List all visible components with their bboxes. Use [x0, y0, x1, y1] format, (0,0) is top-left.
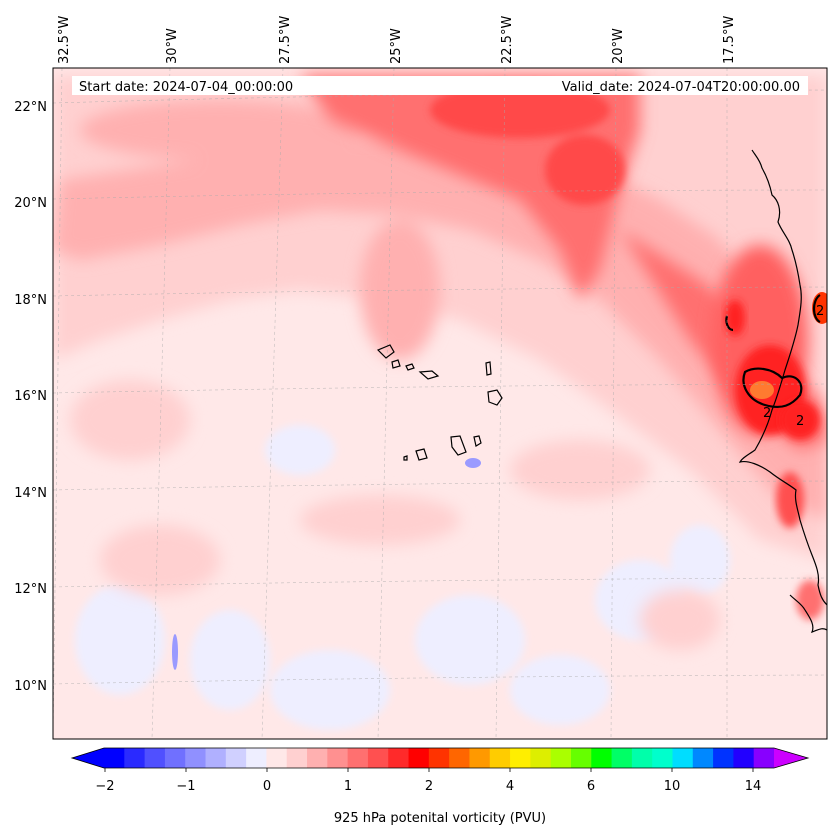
start-date-label: Start date: 2024-07-04_00:00:00 [79, 80, 293, 95]
contour-label: 2 [796, 414, 804, 429]
lat-label: 10°N [14, 679, 47, 694]
colorbar-cell [591, 748, 613, 768]
medium-pink-field [53, 100, 827, 520]
colorbar-cell [753, 748, 775, 768]
colorbar-tick-label: 1 [344, 779, 352, 794]
colorbar-tick-label: 6 [587, 779, 595, 794]
lon-label: 25°W [389, 28, 404, 64]
colorbar-cell [286, 748, 308, 768]
colorbar-cell [631, 748, 653, 768]
colorbar-cell [225, 748, 247, 768]
colorbar: −2 −1 0 1 2 4 6 10 14 925 hPa potenital … [70, 747, 810, 826]
contour-labels: 2 2 2 [763, 304, 824, 429]
lon-label: 20°W [611, 28, 626, 64]
colorbar-cell [388, 748, 410, 768]
colorbar-cell [408, 748, 430, 768]
lat-label: 12°N [14, 582, 47, 597]
colorbar-cell [489, 748, 511, 768]
lat-label: 14°N [14, 486, 47, 501]
latitude-labels: 22°N 20°N 18°N 16°N 14°N 12°N 10°N [14, 100, 47, 694]
colorbar-tick-label: 4 [506, 779, 514, 794]
map-panel: 2 2 2 [53, 68, 827, 739]
lat-label: 18°N [14, 293, 47, 308]
colorbar-tick-label: 0 [263, 779, 271, 794]
gridlines [53, 68, 827, 739]
colorbar-cell [164, 748, 186, 768]
longitude-labels: 32.5°W 30°W 27.5°W 25°W 22.5°W 20°W 17.5… [57, 16, 737, 64]
colorbar-ticks [104, 768, 754, 772]
colorbar-cell [530, 748, 552, 768]
colorbar-tick-label: 10 [664, 779, 681, 794]
colorbar-tick-label: −2 [95, 779, 114, 794]
lon-label: 30°W [165, 28, 180, 64]
colorbar-cell [124, 748, 146, 768]
colorbar-cells [104, 748, 775, 768]
lon-label: 17.5°W [722, 16, 737, 64]
colorbar-cell [611, 748, 633, 768]
coastlines [738, 149, 827, 633]
map-frame [52, 67, 828, 740]
colorbar-cell [510, 748, 531, 768]
colorbar-tick-label: 2 [425, 779, 433, 794]
colorbar-tick-label: 14 [745, 779, 762, 794]
colorbar-cell [550, 748, 572, 768]
colorbar-cell [570, 748, 592, 768]
colorbar-cell [713, 748, 734, 768]
colorbar-cell [246, 748, 268, 768]
colorbar-cell [469, 748, 491, 768]
header-bar: Start date: 2024-07-04_00:00:00 Valid_da… [72, 76, 808, 95]
colorbar-cell [652, 748, 674, 768]
strong-pv-vortex [712, 245, 827, 620]
lon-label: 32.5°W [57, 16, 72, 64]
colorbar-cell [327, 748, 349, 768]
colorbar-cell [104, 748, 125, 768]
colorbar-outline [70, 747, 810, 769]
lon-label: 27.5°W [278, 16, 293, 64]
colorbar-cell [307, 748, 328, 768]
pv-2-contours [725, 294, 821, 409]
contour-label: 2 [816, 304, 824, 319]
cape-verde-islands [376, 344, 503, 461]
colorbar-cell [449, 748, 471, 768]
colorbar-under-arrow [72, 748, 104, 768]
colorbar-cell [185, 748, 207, 768]
colorbar-cell [428, 748, 450, 768]
african-coast [738, 149, 827, 606]
lat-label: 22°N [14, 100, 47, 115]
colorbar-cell [205, 748, 227, 768]
contour-label: 2 [763, 406, 771, 421]
lon-label: 22.5°W [500, 16, 515, 64]
colorbar-cell [692, 748, 714, 768]
colorbar-cell [347, 748, 369, 768]
colorbar-cell [733, 748, 755, 768]
colorbar-title: 925 hPa potenital vorticity (PVU) [334, 811, 546, 826]
colorbar-tick-label: −1 [176, 779, 195, 794]
colorbar-cell [144, 748, 166, 768]
valid-date-label: Valid_date: 2024-07-04T20:00:00.00 [562, 80, 800, 95]
colorbar-cell [367, 748, 389, 768]
colorbar-over-arrow [774, 748, 808, 768]
colorbar-tick-labels: −2 −1 0 1 2 4 6 10 14 [95, 779, 761, 794]
lat-label: 20°N [14, 196, 47, 211]
colorbar-cell [672, 748, 694, 768]
lat-label: 16°N [14, 389, 47, 404]
colorbar-cell [266, 748, 288, 768]
